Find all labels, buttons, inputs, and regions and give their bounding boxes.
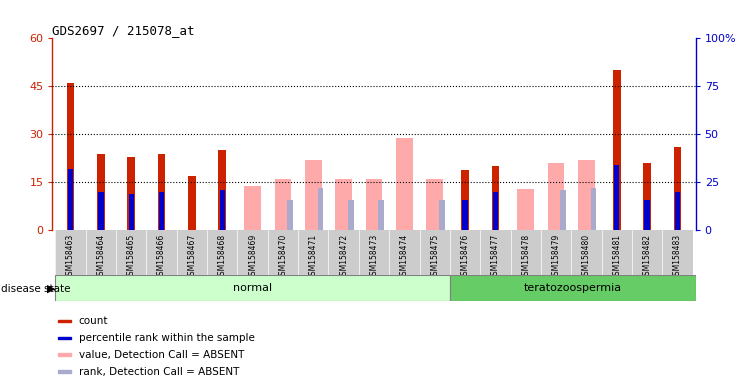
Bar [328,230,359,275]
Bar [491,166,499,230]
Bar [462,200,468,230]
Text: GSM158482: GSM158482 [643,234,652,280]
Bar [318,188,323,230]
Bar [116,230,147,275]
Bar [58,336,71,339]
Bar [662,230,693,275]
Text: ▶: ▶ [47,284,55,294]
Text: GSM158483: GSM158483 [673,234,682,280]
Text: GSM158477: GSM158477 [491,234,500,280]
Bar [674,147,681,230]
Bar [159,192,165,230]
Text: GSM158476: GSM158476 [461,234,470,280]
Text: GSM158473: GSM158473 [370,234,378,280]
Bar [207,230,237,275]
Bar [237,230,268,275]
Bar [591,188,596,230]
Bar [518,189,534,230]
Bar [305,160,322,230]
Bar [335,179,352,230]
Bar [613,70,621,230]
Bar [220,190,225,230]
Bar [632,230,662,275]
Bar [287,200,292,230]
Bar [67,83,74,230]
Text: GSM158465: GSM158465 [126,234,135,280]
Bar [493,192,498,230]
Bar [541,230,571,275]
Bar [462,170,469,230]
Bar [560,190,566,230]
Bar [177,230,207,275]
Text: GSM158471: GSM158471 [309,234,318,280]
Text: GSM158467: GSM158467 [188,234,197,280]
Bar [396,137,413,230]
Bar [55,275,450,301]
Bar [129,194,134,230]
Text: GSM158481: GSM158481 [613,234,622,280]
Bar [511,230,541,275]
Text: GSM158466: GSM158466 [157,234,166,280]
Bar [548,163,565,230]
Text: normal: normal [233,283,272,293]
Text: value, Detection Call = ABSENT: value, Detection Call = ABSENT [79,350,244,360]
Bar [98,192,104,230]
Bar [188,176,196,230]
Bar [420,230,450,275]
Bar [55,230,86,275]
Text: GSM158468: GSM158468 [218,234,227,280]
Bar [480,230,511,275]
Text: disease state: disease state [1,284,71,294]
Text: GSM158474: GSM158474 [400,234,409,280]
Text: rank, Detection Call = ABSENT: rank, Detection Call = ABSENT [79,367,239,377]
Bar [366,179,382,230]
Bar [58,319,71,323]
Text: GSM158479: GSM158479 [551,234,560,280]
Bar [275,179,291,230]
Text: GSM158478: GSM158478 [521,234,530,280]
Bar [426,179,443,230]
Bar [578,160,595,230]
Bar [439,200,444,230]
Text: GSM158469: GSM158469 [248,234,257,280]
Bar [571,230,601,275]
Bar [86,230,116,275]
Bar [58,353,71,356]
Bar [268,230,298,275]
Bar [675,192,680,230]
Bar [644,200,650,230]
Text: GSM158480: GSM158480 [582,234,591,280]
Text: GDS2697 / 215078_at: GDS2697 / 215078_at [52,24,195,37]
Bar [389,230,420,275]
Bar [614,165,619,230]
Bar [450,230,480,275]
Bar [58,370,71,373]
Bar [378,200,384,230]
Text: GSM158464: GSM158464 [96,234,105,280]
Text: teratozoospermia: teratozoospermia [524,283,622,293]
Bar [245,185,261,230]
Text: GSM158470: GSM158470 [278,234,287,280]
Text: percentile rank within the sample: percentile rank within the sample [79,333,254,343]
Bar [68,169,73,230]
Bar [601,230,632,275]
Bar [298,230,328,275]
Bar [643,163,651,230]
Text: GSM158475: GSM158475 [430,234,439,280]
Text: GSM158463: GSM158463 [66,234,75,280]
Text: count: count [79,316,108,326]
Bar [97,154,105,230]
Text: GSM158472: GSM158472 [339,234,348,280]
Bar [218,151,226,230]
Bar [127,157,135,230]
Bar [450,275,696,301]
Bar [147,230,177,275]
Bar [158,154,165,230]
Bar [359,230,389,275]
Bar [348,200,354,230]
